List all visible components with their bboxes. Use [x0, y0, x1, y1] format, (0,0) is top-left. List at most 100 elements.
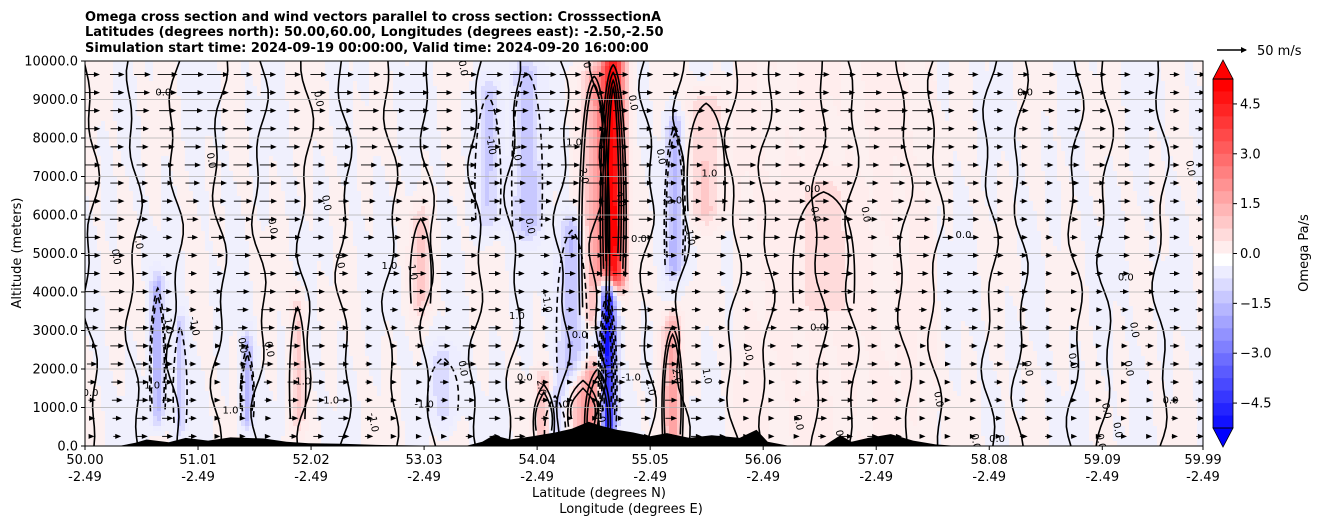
- omega-cell: [161, 101, 166, 107]
- omega-cell: [153, 386, 158, 392]
- omega-cell: [329, 386, 334, 392]
- omega-cell: [137, 76, 142, 82]
- omega-cell: [265, 221, 270, 227]
- omega-cell: [145, 76, 150, 82]
- omega-cell: [273, 431, 278, 437]
- omega-cell: [157, 321, 162, 327]
- omega-cell: [257, 166, 262, 172]
- omega-cell: [105, 221, 110, 227]
- omega-cell: [193, 61, 198, 67]
- omega-cell: [281, 436, 286, 442]
- omega-cell: [325, 231, 330, 237]
- omega-cell: [309, 286, 314, 292]
- omega-cell: [269, 426, 274, 432]
- omega-cell: [281, 396, 286, 402]
- omega-cell: [313, 266, 318, 272]
- omega-cell: [189, 391, 194, 397]
- omega-cell: [217, 226, 222, 232]
- omega-cell: [145, 201, 150, 207]
- omega-cell: [217, 196, 222, 202]
- omega-cell: [185, 91, 190, 97]
- omega-cell: [189, 256, 194, 262]
- omega-cell: [149, 141, 154, 147]
- omega-cell: [97, 301, 102, 307]
- omega-cell: [121, 61, 126, 67]
- omega-cell: [117, 356, 122, 362]
- omega-cell: [109, 356, 114, 362]
- omega-cell: [205, 406, 210, 412]
- omega-cell: [101, 221, 106, 227]
- omega-cell: [277, 61, 282, 67]
- omega-cell: [253, 246, 258, 252]
- omega-cell: [85, 206, 90, 212]
- omega-cell: [145, 336, 150, 342]
- omega-cell: [337, 156, 342, 162]
- omega-cell: [217, 256, 222, 262]
- omega-cell: [301, 381, 306, 387]
- omega-cell: [209, 401, 214, 407]
- omega-cell: [257, 286, 262, 292]
- omega-cell: [197, 106, 202, 112]
- omega-cell: [145, 81, 150, 87]
- omega-cell: [217, 331, 222, 337]
- omega-cell: [193, 316, 198, 322]
- omega-cell: [109, 301, 114, 307]
- omega-cell: [97, 341, 102, 347]
- omega-cell: [297, 61, 302, 67]
- omega-cell: [105, 386, 110, 392]
- omega-cell: [125, 226, 130, 232]
- omega-cell: [185, 191, 190, 197]
- omega-cell: [217, 171, 222, 177]
- omega-cell: [265, 111, 270, 117]
- omega-cell: [177, 191, 182, 197]
- omega-cell: [273, 196, 278, 202]
- omega-cell: [173, 331, 178, 337]
- omega-cell: [217, 131, 222, 137]
- omega-cell: [301, 306, 306, 312]
- omega-cell: [109, 151, 114, 157]
- omega-cell: [233, 306, 238, 312]
- omega-cell: [201, 341, 206, 347]
- omega-cell: [233, 146, 238, 152]
- omega-cell: [221, 176, 226, 182]
- omega-cell: [317, 176, 322, 182]
- omega-cell: [321, 116, 326, 122]
- omega-cell: [105, 321, 110, 327]
- omega-cell: [189, 421, 194, 427]
- omega-cell: [229, 241, 234, 247]
- omega-cell: [301, 141, 306, 147]
- omega-cell: [281, 191, 286, 197]
- omega-cell: [337, 121, 342, 127]
- omega-cell: [197, 271, 202, 277]
- omega-cell: [273, 426, 278, 432]
- omega-cell: [321, 156, 326, 162]
- omega-cell: [277, 231, 282, 237]
- omega-cell: [309, 331, 314, 337]
- omega-cell: [277, 106, 282, 112]
- omega-cell: [133, 401, 138, 407]
- omega-cell: [153, 171, 158, 177]
- omega-cell: [97, 426, 102, 432]
- omega-cell: [101, 346, 106, 352]
- omega-cell: [277, 191, 282, 197]
- omega-cell: [325, 286, 330, 292]
- omega-cell: [341, 331, 346, 337]
- omega-cell: [321, 376, 326, 382]
- omega-cell: [201, 106, 206, 112]
- omega-cell: [161, 106, 166, 112]
- omega-cell: [197, 66, 202, 72]
- omega-cell: [113, 326, 118, 332]
- omega-cell: [197, 436, 202, 442]
- omega-cell: [265, 336, 270, 342]
- omega-cell: [157, 311, 162, 317]
- omega-cell: [113, 216, 118, 222]
- omega-cell: [217, 176, 222, 182]
- omega-cell: [313, 296, 318, 302]
- omega-cell: [193, 166, 198, 172]
- omega-cell: [153, 176, 158, 182]
- omega-cell: [297, 401, 302, 407]
- omega-cell: [161, 66, 166, 72]
- omega-cell: [185, 236, 190, 242]
- omega-cell: [209, 136, 214, 142]
- omega-cell: [89, 406, 94, 412]
